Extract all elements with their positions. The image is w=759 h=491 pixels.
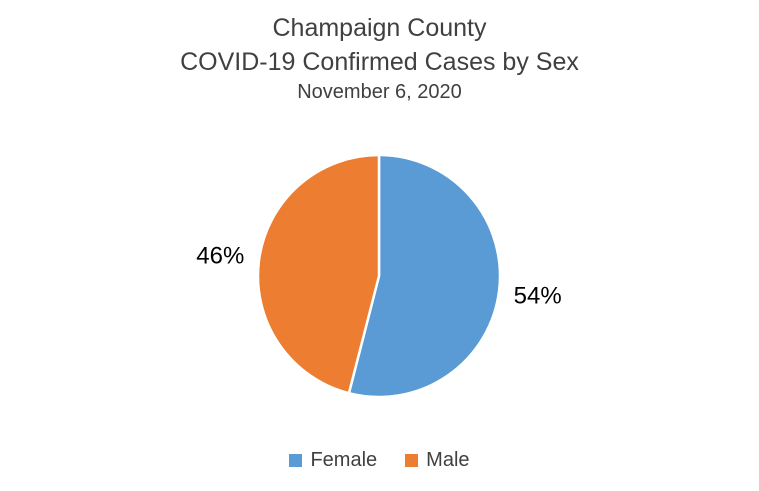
- pie-slice-male[interactable]: [256, 153, 381, 395]
- legend-swatch-icon: [289, 454, 303, 467]
- chart-title-block: Champaign County COVID-19 Confirmed Case…: [0, 11, 759, 106]
- legend-swatch-icon: [405, 454, 419, 467]
- pie-slice-female[interactable]: [347, 153, 502, 399]
- chart-subtitle: November 6, 2020: [297, 81, 462, 103]
- chart-title-line-2: COVID-19 Confirmed Cases by Sex: [180, 48, 579, 76]
- legend-item-female[interactable]: Female: [289, 449, 377, 472]
- legend-item-male[interactable]: Male: [405, 449, 470, 472]
- data-label-female: 54%: [514, 283, 562, 310]
- data-label-male: 46%: [196, 242, 244, 269]
- chart-title-line-1: Champaign County: [272, 14, 487, 42]
- legend-label: Male: [426, 449, 470, 471]
- legend-label: Female: [310, 449, 378, 471]
- chart-legend: Female Male: [0, 449, 759, 472]
